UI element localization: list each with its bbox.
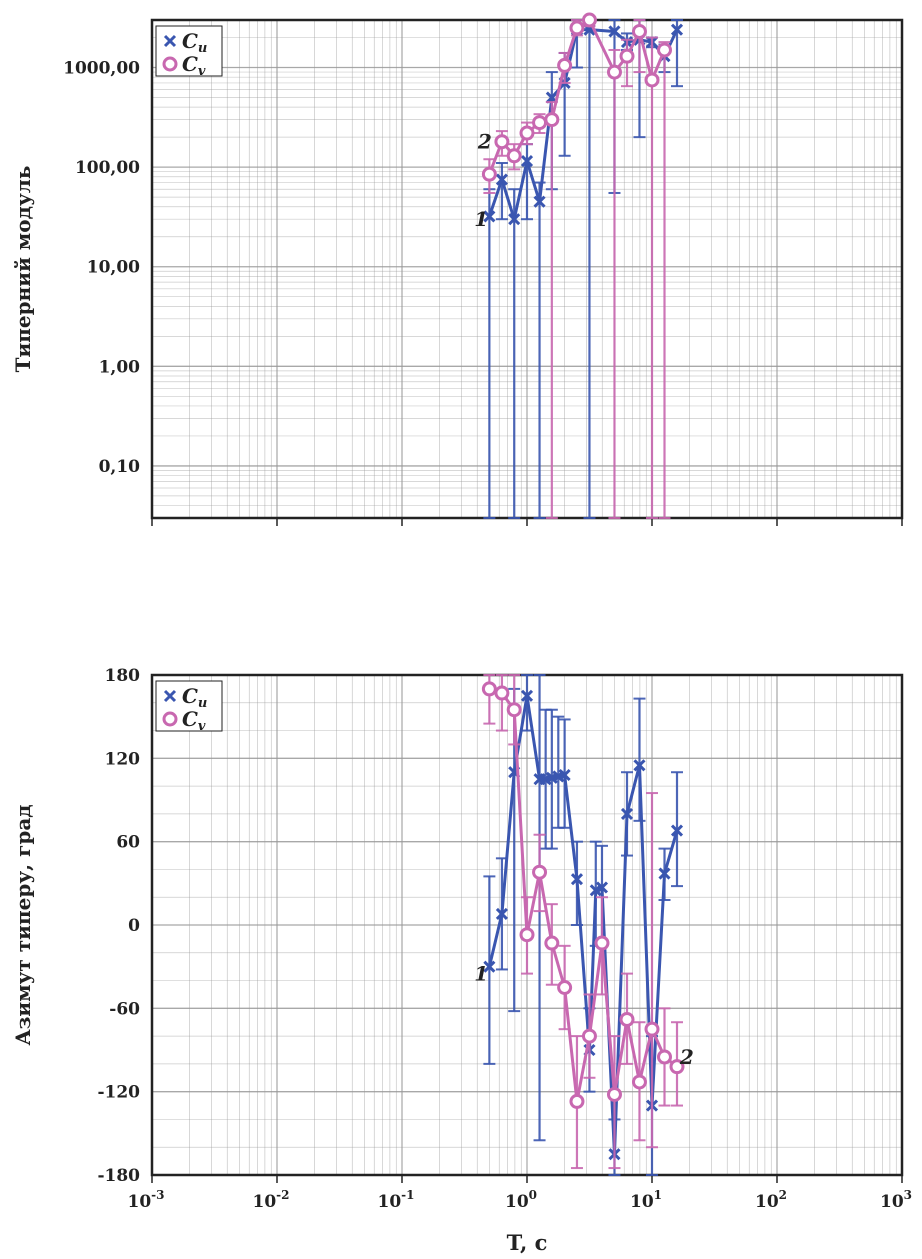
data-point xyxy=(670,23,684,36)
data-point xyxy=(595,881,609,894)
data-point xyxy=(608,25,621,38)
y-tick-label: 120 xyxy=(105,749,141,769)
data-point xyxy=(494,685,510,701)
legend-entry: Cv xyxy=(182,52,206,79)
data-point xyxy=(532,115,548,131)
data-point xyxy=(508,213,521,226)
data-point xyxy=(589,884,602,897)
data-point xyxy=(633,759,646,772)
legend-marker-x xyxy=(163,34,177,48)
data-point xyxy=(619,48,635,64)
data-point xyxy=(519,927,535,943)
data-point xyxy=(557,57,573,73)
y-tick-label: 0 xyxy=(128,916,140,936)
y-tick-label: 10,00 xyxy=(87,258,140,278)
data-point xyxy=(644,72,660,88)
x-axis-label: T, c xyxy=(507,1230,548,1255)
annotation-label: 2 xyxy=(679,1045,694,1069)
data-point xyxy=(557,980,573,995)
series-line xyxy=(488,687,678,1102)
x-tick-label: 10-2 xyxy=(252,1188,289,1212)
data-point xyxy=(533,195,546,208)
legend-entry: Cv xyxy=(182,707,206,734)
data-point xyxy=(558,768,571,782)
y-tick-label: 1000,00 xyxy=(63,59,140,79)
y-tick-label: 100,00 xyxy=(75,158,140,178)
data-point xyxy=(494,134,510,150)
y-tick-label: 180 xyxy=(105,666,141,686)
y-tick-label: -60 xyxy=(109,999,140,1019)
data-point xyxy=(581,12,597,28)
x-tick-label: 103 xyxy=(880,1188,912,1212)
data-point xyxy=(520,155,534,168)
annotation-label: 2 xyxy=(477,130,492,154)
data-point xyxy=(606,1086,622,1102)
y-tick-label: 0,10 xyxy=(99,457,141,477)
data-point xyxy=(569,20,585,36)
y-tick-label: -120 xyxy=(97,1083,140,1103)
legend-entry: Cu xyxy=(182,684,207,711)
annotation-label: 1 xyxy=(474,207,488,231)
y-tick-label: 60 xyxy=(116,833,140,853)
x-tick-label: 10-1 xyxy=(377,1188,414,1212)
series-C_v xyxy=(481,12,673,519)
series-C_v xyxy=(481,674,685,1170)
data-point xyxy=(658,867,671,880)
data-point xyxy=(519,125,535,141)
data-point xyxy=(569,1093,585,1109)
data-point xyxy=(631,23,647,39)
x-tick-label: 100 xyxy=(505,1188,537,1212)
data-point xyxy=(544,112,560,128)
y-axis-label-modulus: Типерний модуль xyxy=(11,166,35,373)
y-tick-label: 1,00 xyxy=(99,357,141,377)
legend-entry: Cu xyxy=(182,29,207,56)
data-point xyxy=(520,689,534,702)
data-point xyxy=(506,148,522,164)
data-point xyxy=(483,960,496,973)
data-point xyxy=(483,210,496,223)
y-axis-label-azimuth: Азимут типеру, град xyxy=(11,804,35,1045)
legend-marker-o xyxy=(162,56,178,72)
data-point xyxy=(657,1049,673,1065)
data-point xyxy=(670,824,684,837)
data-point xyxy=(644,1021,660,1037)
data-point xyxy=(481,166,497,182)
data-point xyxy=(594,935,610,951)
data-point xyxy=(581,1028,597,1044)
data-point xyxy=(481,681,497,697)
data-point xyxy=(619,1011,635,1027)
data-point xyxy=(495,907,508,920)
tipper-azimuth-chart: -180 -120 -60 0 60 120 180 10-3 10-2 10-1 100 101 10… xyxy=(97,666,912,1212)
annotation-label: 1 xyxy=(474,962,488,986)
data-point xyxy=(606,64,622,80)
data-point xyxy=(657,42,673,58)
y-tick-label: -180 xyxy=(97,1166,140,1186)
data-point xyxy=(631,1074,647,1090)
data-point xyxy=(495,173,508,186)
legend-marker-o xyxy=(162,711,178,727)
series-line xyxy=(487,28,679,226)
x-tick-label: 10-3 xyxy=(127,1188,164,1212)
data-point xyxy=(570,873,584,886)
x-tick-label: 101 xyxy=(630,1188,662,1212)
data-point xyxy=(669,1059,685,1075)
legend-marker-x xyxy=(163,689,177,703)
data-point xyxy=(532,864,548,880)
data-point xyxy=(506,702,522,718)
x-tick-label: 102 xyxy=(755,1188,787,1212)
data-point xyxy=(544,935,560,951)
data-point xyxy=(620,807,634,820)
